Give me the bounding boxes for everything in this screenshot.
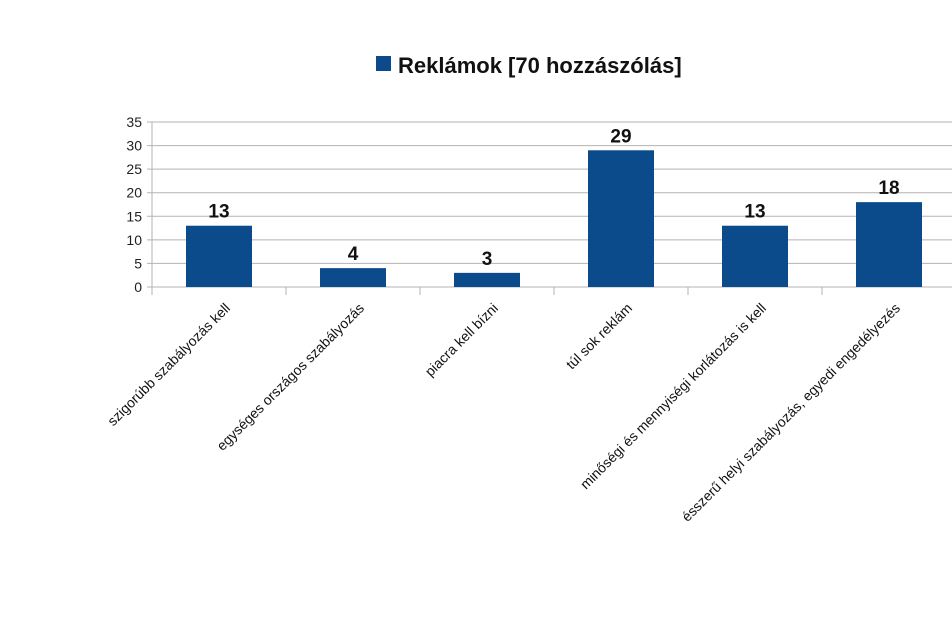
y-tick-label: 30 bbox=[126, 138, 142, 154]
legend-label: Reklámok [70 hozzászólás] bbox=[398, 53, 682, 78]
category-label: egységes országos szabályozás bbox=[213, 300, 367, 454]
data-label: 3 bbox=[482, 249, 493, 270]
bar bbox=[186, 225, 252, 287]
data-labels: 13 4 3 29 13 18 bbox=[208, 126, 899, 270]
bar bbox=[722, 225, 788, 287]
bar bbox=[320, 268, 386, 287]
data-label: 29 bbox=[610, 126, 631, 147]
bars bbox=[186, 150, 922, 287]
y-tick-label: 20 bbox=[126, 185, 142, 201]
bar bbox=[856, 202, 922, 287]
category-label: túl sok reklám bbox=[563, 300, 635, 372]
category-label: piacra kell bízni bbox=[422, 300, 502, 380]
bar bbox=[588, 150, 654, 287]
legend: Reklámok [70 hozzászólás] bbox=[376, 53, 682, 78]
y-axis-ticks: 0 5 10 15 20 25 30 35 bbox=[126, 114, 142, 295]
axes bbox=[151, 122, 952, 295]
data-label: 18 bbox=[878, 178, 899, 199]
gridlines bbox=[147, 121, 952, 288]
bar bbox=[454, 272, 520, 287]
data-label: 4 bbox=[348, 244, 359, 265]
y-tick-label: 10 bbox=[126, 232, 142, 248]
legend-swatch bbox=[376, 56, 391, 71]
data-label: 13 bbox=[208, 202, 229, 223]
data-label: 13 bbox=[744, 202, 765, 223]
y-tick-label: 5 bbox=[134, 255, 142, 271]
y-tick-label: 25 bbox=[126, 161, 142, 177]
y-tick-label: 15 bbox=[126, 208, 142, 224]
y-tick-label: 0 bbox=[134, 279, 142, 295]
y-tick-label: 35 bbox=[126, 114, 142, 130]
category-label: szigorúbb szabályozás kell bbox=[104, 300, 233, 429]
category-label: ésszerű helyi szabályozás, egyedi engedé… bbox=[678, 300, 903, 525]
